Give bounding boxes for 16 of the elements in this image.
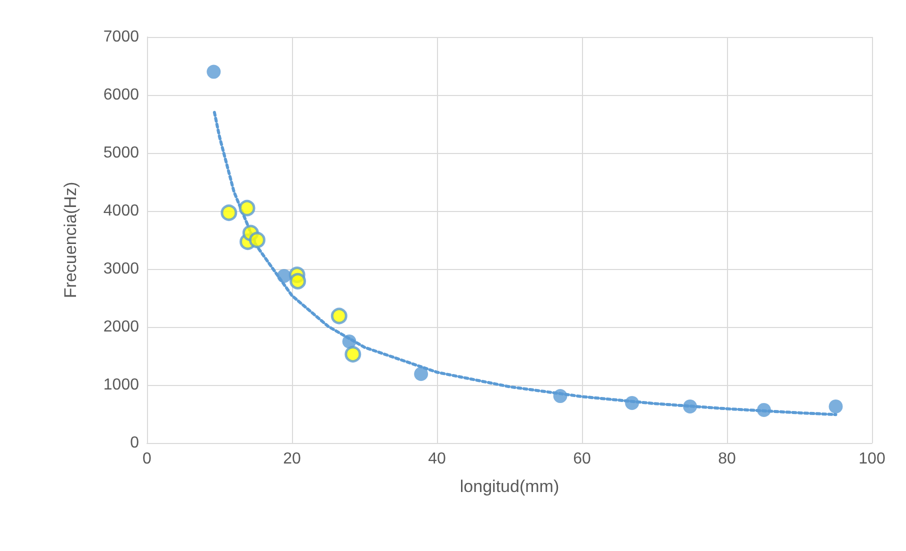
y-tick-label: 6000 bbox=[103, 86, 140, 104]
x-tick-label: 0 bbox=[142, 450, 152, 468]
y-axis-title: Frecuencia(Hz) bbox=[61, 182, 80, 298]
y-tick-label: 4000 bbox=[103, 202, 140, 220]
x-tick-label: 20 bbox=[283, 450, 301, 468]
y-tick-label: 7000 bbox=[103, 28, 140, 46]
x-tick-label: 40 bbox=[428, 450, 446, 468]
y-tick-label: 2000 bbox=[103, 318, 140, 336]
x-tick-label: 80 bbox=[718, 450, 736, 468]
x-tick-label: 100 bbox=[858, 450, 886, 468]
y-tick-label: 1000 bbox=[103, 376, 140, 394]
x-axis-title: longitud(mm) bbox=[460, 477, 560, 496]
x-tick-label: 60 bbox=[573, 450, 591, 468]
y-tick-label: 0 bbox=[130, 434, 140, 452]
y-tick-label: 5000 bbox=[103, 144, 140, 162]
y-tick-label: 3000 bbox=[103, 260, 140, 278]
